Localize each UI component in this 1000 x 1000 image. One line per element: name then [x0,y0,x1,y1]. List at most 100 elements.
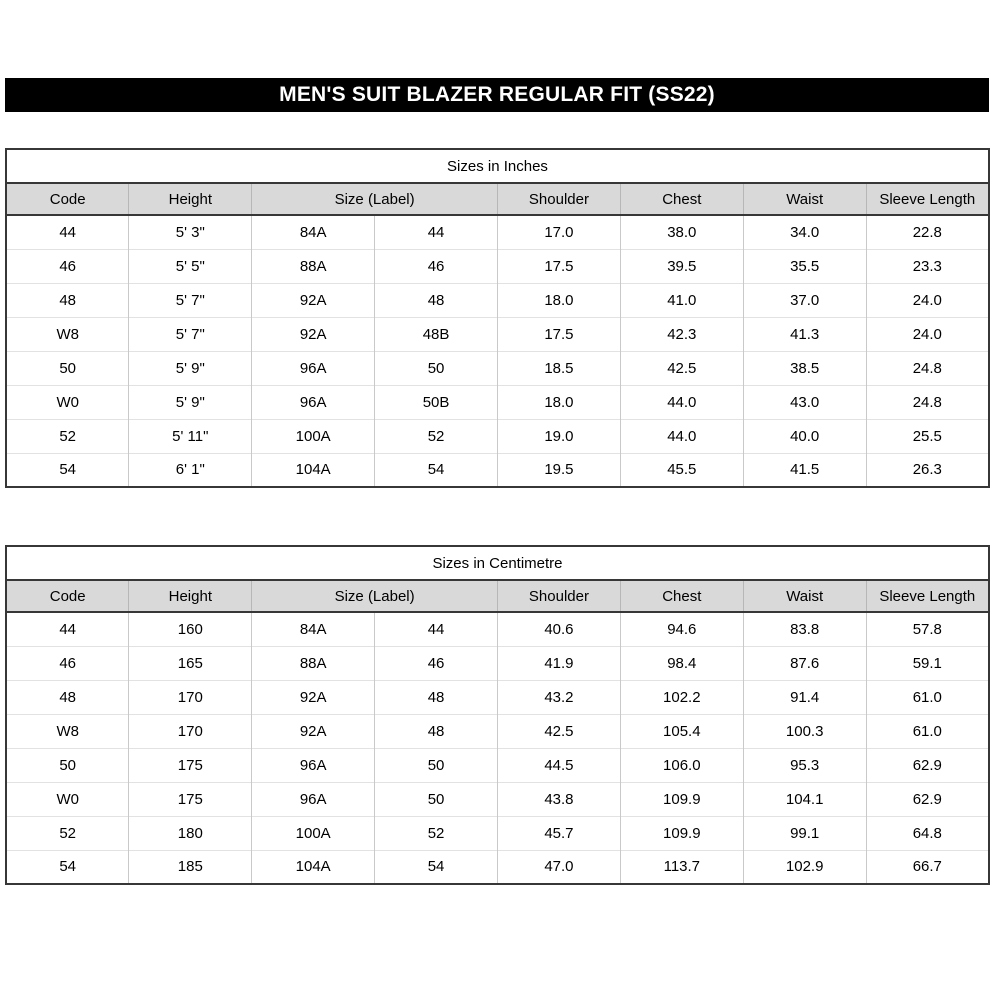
cell: 104A [251,849,375,884]
cell: 17.5 [497,248,621,283]
cell: 92A [251,679,375,714]
cell: 62.9 [865,781,989,816]
cell: 41.0 [619,282,744,317]
cell: 64.8 [865,815,989,850]
cell: 92A [251,282,375,317]
column-header: Code [6,183,129,216]
cell: 44 [6,611,129,646]
cell: 96A [251,781,375,816]
cell: 50 [374,781,498,816]
cell: 18.0 [497,282,621,317]
cell: 25.5 [865,418,989,453]
table-row: 50 175 96A 50 44.5 106.0 95.3 62.9 [6,747,989,782]
cell: 5' 5" [128,248,252,283]
cell: 38.0 [619,214,744,249]
cell: 5' 7" [128,316,252,351]
cell: 175 [128,781,252,816]
cell: 54 [374,849,498,884]
cell: 35.5 [742,248,867,283]
cell: 105.4 [619,713,744,748]
cell: 44.5 [497,747,621,782]
cell: 91.4 [742,679,867,714]
cell: 23.3 [865,248,989,283]
cell: 42.5 [619,350,744,385]
column-header: Height [128,183,252,216]
cell: 66.7 [865,849,989,884]
cell: 185 [128,849,252,884]
table-row: 48 170 92A 48 43.2 102.2 91.4 61.0 [6,679,989,714]
table-caption: Sizes in Centimetre [6,546,989,581]
cell: 44 [374,611,498,646]
cell: 17.5 [497,316,621,351]
chart-title-bar: MEN'S SUIT BLAZER REGULAR FIT (SS22) [5,78,989,112]
cell: 84A [251,611,375,646]
cell: 99.1 [742,815,867,850]
cm-table: Sizes in Centimetre Code Height Size (Label… [5,545,990,885]
table-row: 54 6' 1" 104A 54 19.5 45.5 41.5 26.3 [6,452,989,487]
cell: 48B [374,316,498,351]
column-header: Size (Label) [251,580,498,613]
cell: 96A [251,384,375,419]
cell: 44.0 [619,418,744,453]
cell: 61.0 [865,679,989,714]
cell: 44 [6,214,129,249]
cell: 61.0 [865,713,989,748]
cell: 57.8 [865,611,989,646]
cell: 160 [128,611,252,646]
cell: 50B [374,384,498,419]
chart-title-text: MEN'S SUIT BLAZER REGULAR FIT (SS22) [279,83,715,106]
cell: 24.0 [865,282,989,317]
cell: 100A [251,815,375,850]
cell: 26.3 [865,452,989,487]
cell: 39.5 [619,248,744,283]
cell: 43.8 [497,781,621,816]
cell: 87.6 [742,645,867,680]
cell: 46 [6,645,129,680]
cell: 47.0 [497,849,621,884]
cell: 170 [128,713,252,748]
cell: 50 [374,350,498,385]
cell: 92A [251,713,375,748]
inches-table: Sizes in Inches Code Height Size (Label) Sho… [5,148,990,488]
cell: 170 [128,679,252,714]
cell: 22.8 [865,214,989,249]
table-row: 46 5' 5" 88A 46 17.5 39.5 35.5 23.3 [6,248,989,283]
cell: 96A [251,350,375,385]
column-header: Sleeve Length [865,183,989,216]
column-header: Waist [742,580,867,613]
cell: 50 [6,747,129,782]
cell: W0 [6,384,129,419]
cell: 102.9 [742,849,867,884]
cell: 100A [251,418,375,453]
cell: W8 [6,713,129,748]
cell: 83.8 [742,611,867,646]
cell: 88A [251,645,375,680]
cell: 84A [251,214,375,249]
cell: 165 [128,645,252,680]
column-header: Sleeve Length [865,580,989,613]
column-header: Size (Label) [251,183,498,216]
cell: 94.6 [619,611,744,646]
table-row: 48 5' 7" 92A 48 18.0 41.0 37.0 24.0 [6,282,989,317]
cell: 45.7 [497,815,621,850]
cell: 5' 9" [128,384,252,419]
cell: 24.0 [865,316,989,351]
cell: 48 [374,282,498,317]
cell: 41.9 [497,645,621,680]
cell: 5' 11" [128,418,252,453]
cell: 100.3 [742,713,867,748]
cell: 102.2 [619,679,744,714]
cell: 113.7 [619,849,744,884]
cell: 41.3 [742,316,867,351]
table-row: 50 5' 9" 96A 50 18.5 42.5 38.5 24.8 [6,350,989,385]
table-caption-row: Sizes in Inches [6,149,989,184]
cell: 41.5 [742,452,867,487]
table-row: 46 165 88A 46 41.9 98.4 87.6 59.1 [6,645,989,680]
cell: 45.5 [619,452,744,487]
table-row: 52 5' 11" 100A 52 19.0 44.0 40.0 25.5 [6,418,989,453]
cell: 38.5 [742,350,867,385]
cell: 59.1 [865,645,989,680]
column-header: Height [128,580,252,613]
cell: 109.9 [619,781,744,816]
column-header: Shoulder [497,183,621,216]
